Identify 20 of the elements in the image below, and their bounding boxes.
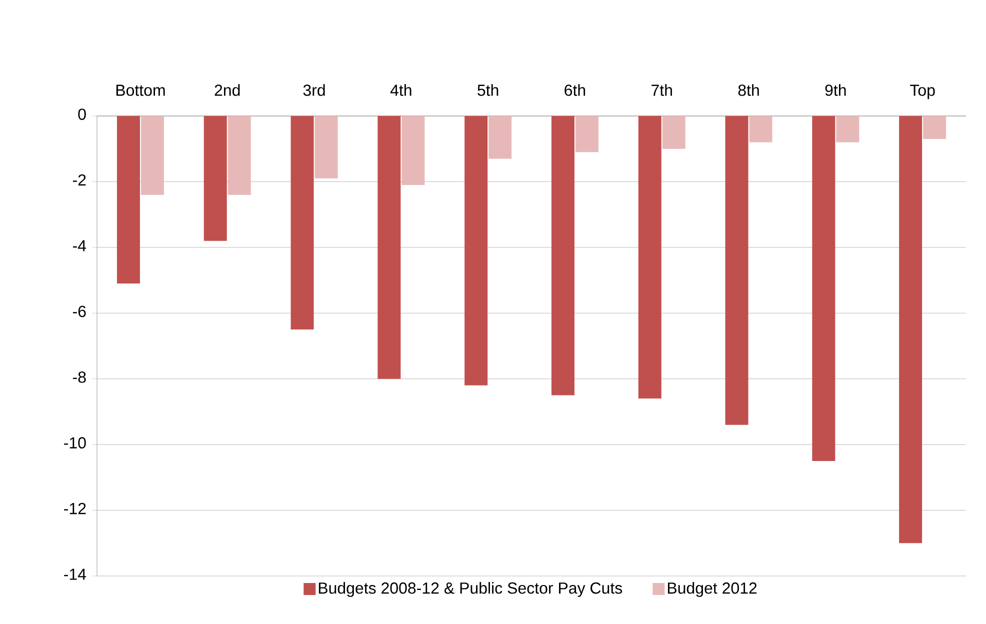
x-tick-label: 2nd [214,84,240,96]
x-tick-label: 9th [825,84,846,96]
y-tick-label: -2 [72,174,86,186]
x-tick-label: 8th [738,84,759,96]
x-tick-label: 3rd [303,84,325,96]
legend-label: Budget 2012 [668,582,757,597]
y-tick-label: -10 [64,437,86,449]
y-tick-label: -14 [64,568,86,580]
x-tick-label: Bottom [116,84,165,96]
x-tick-label: 4th [390,84,412,96]
x-tick-label: 5th [478,84,498,96]
x-tick-label: 6th [564,84,586,96]
y-tick-label: -6 [72,306,86,318]
x-tick-label: 7th [652,84,672,96]
legend-label: Budgets 2008-12 & Public Sector Pay Cuts [318,582,622,597]
y-tick-label: -8 [72,371,86,383]
y-tick-label: 0 [78,108,86,120]
y-tick-label: -12 [64,502,86,514]
x-tick-label: Top [910,84,935,100]
y-tick-label: -4 [72,240,86,252]
